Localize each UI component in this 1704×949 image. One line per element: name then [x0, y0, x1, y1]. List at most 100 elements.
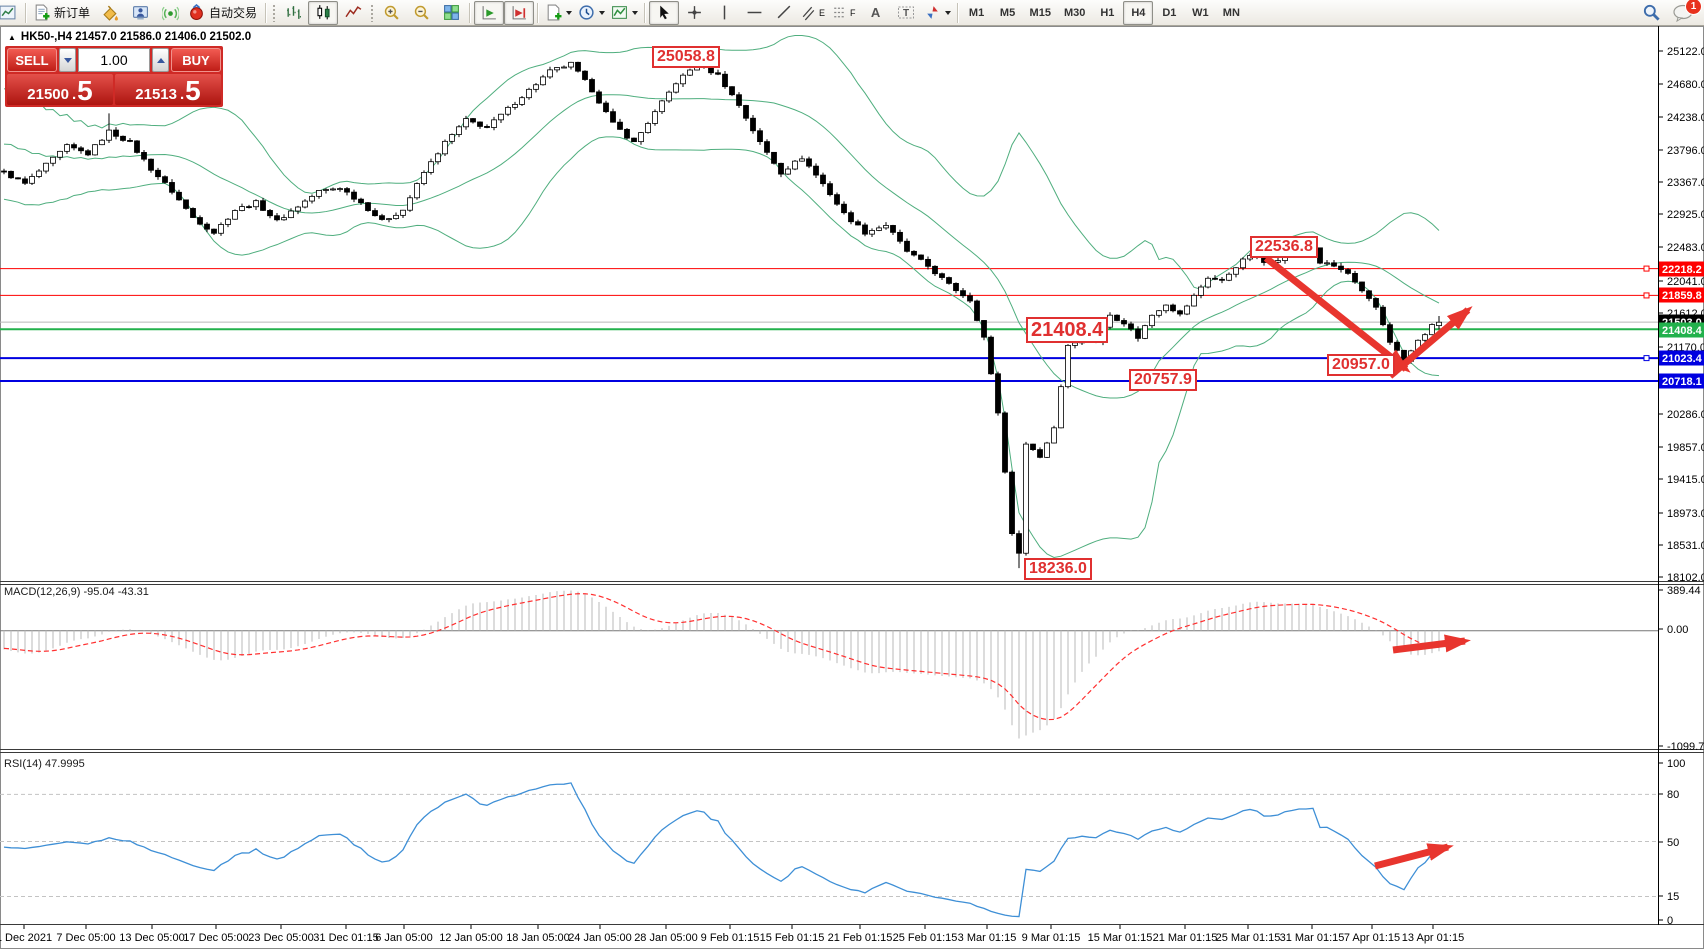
styler-button[interactable] — [95, 1, 125, 25]
search-button[interactable] — [1636, 1, 1666, 25]
zoom-in-button[interactable] — [376, 1, 406, 25]
timeframe-m15-button[interactable]: M15 — [1029, 6, 1051, 19]
svg-text:31 Dec 01:15: 31 Dec 01:15 — [313, 932, 378, 944]
svg-text:25 Mar 01:15: 25 Mar 01:15 — [1216, 932, 1281, 944]
buy-price[interactable]: 21513. 5 — [115, 74, 221, 105]
price-callout[interactable]: 20957.0 — [1327, 354, 1395, 376]
price-callout[interactable]: 21408.4 — [1026, 317, 1109, 344]
trendline-icon — [777, 5, 790, 19]
svg-text:-1099.78: -1099.78 — [1667, 741, 1704, 753]
channel-icon — [802, 6, 815, 21]
sell-price[interactable]: 21500. 5 — [7, 74, 113, 105]
timeframe-mn-button[interactable]: MN — [1222, 6, 1240, 19]
new-order-icon — [35, 4, 50, 21]
trend-arrow[interactable] — [1263, 255, 1411, 373]
text-tool-letter: A — [870, 5, 881, 20]
crosshair-button[interactable] — [679, 1, 709, 25]
new-order-small-icon — [547, 4, 562, 21]
text-button[interactable]: A — [861, 1, 891, 25]
line-chart-button[interactable] — [338, 1, 368, 25]
tile-windows-icon — [443, 5, 459, 20]
svg-text:15 Feb 01:15: 15 Feb 01:15 — [760, 932, 825, 944]
paint-bucket-icon — [102, 5, 118, 21]
timeframe-w1-button[interactable]: W1 — [1192, 6, 1209, 19]
period-clock-dropdown-button[interactable] — [575, 1, 608, 25]
price-callout[interactable]: 18236.0 — [1024, 558, 1092, 580]
svg-text:21023.4: 21023.4 — [1662, 353, 1703, 365]
bar-chart-icon — [286, 6, 301, 19]
auto-scroll-button[interactable] — [474, 0, 505, 25]
collapse-triangle-icon[interactable]: ▲ — [8, 32, 16, 42]
notifications-button[interactable]: 1 — [1672, 0, 1702, 23]
fibonacci-button[interactable]: F — [830, 1, 861, 25]
new-order-label: 新订单 — [54, 6, 91, 20]
timeframe-m1-button[interactable]: M1 — [968, 6, 985, 19]
volume-input[interactable]: 1.00 — [78, 48, 150, 72]
vertical-line-button[interactable] — [709, 1, 739, 25]
timeframe-h1-button[interactable]: H1 — [1100, 6, 1115, 19]
timeframe-toolbar: M1 M5 M15 M30 H1 H4 D1 W1 MN — [962, 0, 1247, 25]
candlestick-chart-button[interactable] — [308, 0, 339, 25]
timeframe-h4-button[interactable]: H4 — [1123, 0, 1154, 25]
svg-text:18 Jan 05:00: 18 Jan 05:00 — [506, 932, 570, 944]
volume-increase-button[interactable] — [152, 48, 169, 72]
crosshair-icon — [687, 6, 701, 19]
window-chart-button[interactable] — [0, 1, 22, 25]
line-handle[interactable] — [1643, 265, 1650, 272]
buy-button[interactable]: BUY — [171, 48, 221, 72]
price-axis[interactable]: 25122.0 24680.0 24238.0 23796.0 23367.0 22925… — [1658, 46, 1704, 927]
search-icon — [1643, 4, 1660, 21]
toolbar-separator — [537, 2, 540, 23]
svg-text:23367.0: 23367.0 — [1667, 177, 1704, 189]
dropdown-caret-icon — [599, 10, 606, 15]
sell-button[interactable]: SELL — [7, 48, 57, 72]
terminal-button[interactable] — [125, 1, 155, 25]
trendline-button[interactable] — [769, 1, 799, 25]
macd-signal-line — [3, 593, 1440, 721]
autotrading-button[interactable]: 自动交易 — [185, 1, 262, 25]
sell-price-main: 21500 — [27, 86, 69, 103]
price-callout[interactable]: 22536.8 — [1250, 236, 1318, 258]
sell-price-dot: . — [71, 86, 77, 103]
svg-text:12 Jan 05:00: 12 Jan 05:00 — [439, 932, 503, 944]
trend-arrow[interactable] — [1387, 306, 1473, 379]
equidistant-channel-button[interactable]: E — [799, 1, 830, 25]
svg-text:9 Feb 01:15: 9 Feb 01:15 — [701, 932, 760, 944]
new-order-button[interactable]: 新订单 — [30, 1, 95, 25]
zoom-out-button[interactable] — [406, 1, 436, 25]
svg-text:18973.0: 18973.0 — [1667, 508, 1704, 520]
price-callout[interactable]: 20757.9 — [1129, 369, 1197, 391]
volume-decrease-button[interactable] — [59, 48, 76, 72]
timeframe-d1-button[interactable]: D1 — [1162, 6, 1177, 19]
channel-letter: E — [819, 7, 826, 18]
svg-text:21 Mar 01:15: 21 Mar 01:15 — [1153, 932, 1218, 944]
trend-arrow[interactable] — [1374, 843, 1454, 870]
chart-canvas[interactable]: 25122.0 24680.0 24238.0 23796.0 23367.0 22925… — [0, 26, 1704, 949]
arrow-shapes-icon — [926, 6, 938, 19]
chart-window-icon — [0, 5, 15, 20]
trend-arrow[interactable] — [1392, 634, 1471, 654]
indicators-dropdown-button[interactable] — [608, 1, 641, 25]
horizontal-line-icon — [747, 11, 761, 14]
chart-shift-button[interactable] — [504, 0, 535, 25]
bar-chart-button[interactable] — [278, 1, 308, 25]
cursor-button[interactable] — [649, 0, 680, 25]
tile-windows-button[interactable] — [436, 1, 466, 25]
price-callout[interactable]: 25058.8 — [652, 46, 720, 68]
dropdown-caret-icon — [632, 10, 639, 15]
text-label-button[interactable]: T — [891, 1, 921, 25]
svg-text:15: 15 — [1667, 891, 1679, 903]
chart-title-text: HK50-,H4 21457.0 21586.0 21406.0 21502.0 — [20, 31, 252, 43]
toolbar-separator — [956, 2, 959, 23]
timeframe-m5-button[interactable]: M5 — [999, 6, 1016, 19]
signals-button[interactable] — [155, 1, 185, 25]
svg-text:22483.0: 22483.0 — [1667, 242, 1704, 254]
line-handle[interactable] — [1643, 355, 1650, 362]
svg-text:7 Dec 05:00: 7 Dec 05:00 — [56, 932, 115, 944]
timeframe-m30-button[interactable]: M30 — [1063, 6, 1086, 19]
new-order-dropdown-button[interactable] — [542, 1, 575, 25]
horizontal-line-button[interactable] — [739, 1, 769, 25]
arrows-dropdown-button[interactable] — [921, 1, 954, 25]
line-handle[interactable] — [1643, 292, 1650, 299]
